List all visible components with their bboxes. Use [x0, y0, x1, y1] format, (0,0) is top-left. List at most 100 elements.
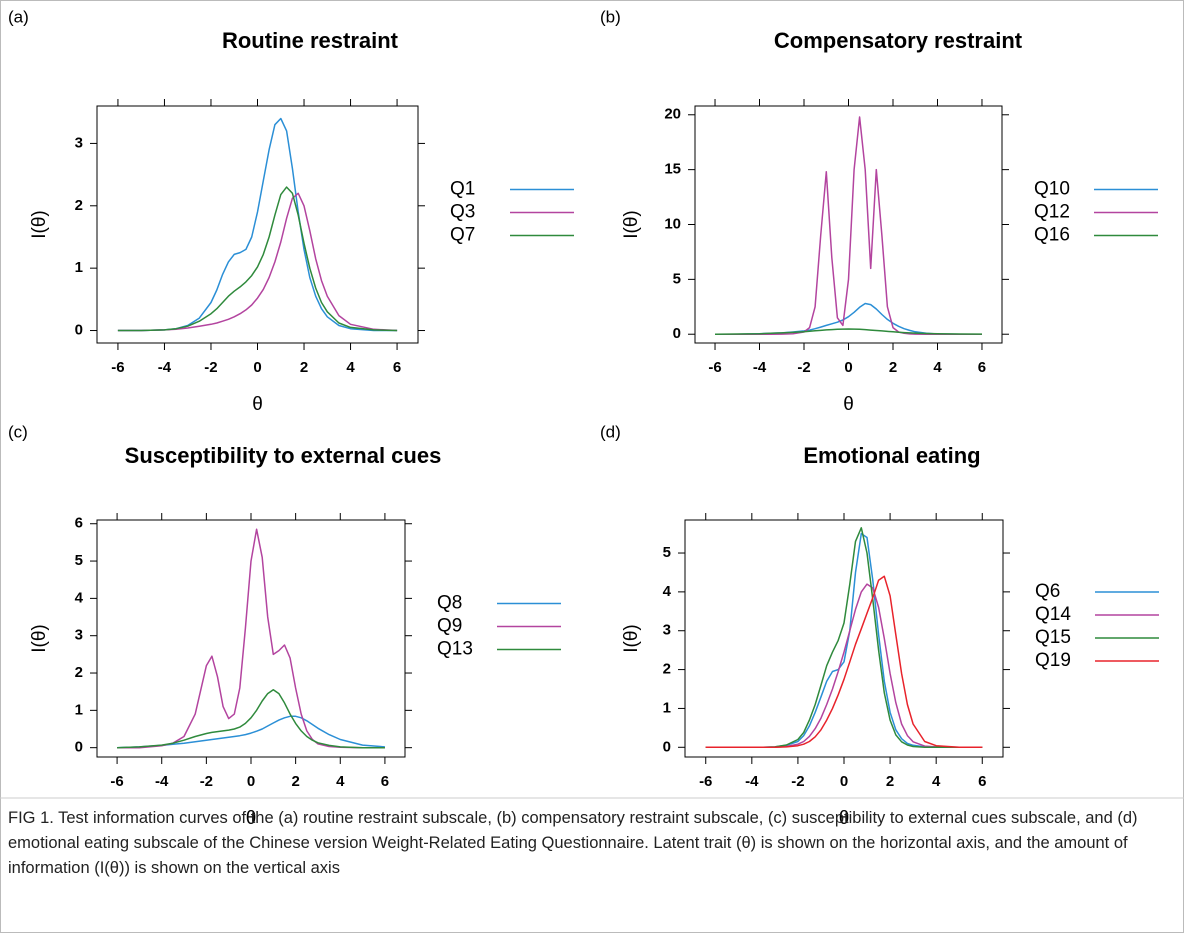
curve: [705, 532, 983, 749]
x-tick-label: 2: [886, 773, 894, 790]
plot-frame: [96, 519, 406, 758]
curve: [705, 583, 983, 749]
curve: [117, 715, 385, 749]
x-tick-label: -2: [204, 359, 217, 376]
y-axis-label: I(θ): [29, 210, 50, 239]
chart-title: Routine restraint: [222, 28, 399, 53]
legend-label: Q9: [437, 616, 462, 637]
caption: FIG 1. Test information curves of the (a…: [8, 809, 1138, 877]
chart-title: Susceptibility to external cues: [125, 443, 442, 468]
x-tick-label: -6: [699, 773, 712, 790]
y-tick-label: 10: [664, 215, 681, 232]
panel-label: (d): [600, 422, 621, 441]
x-tick-label: 2: [291, 773, 299, 790]
y-tick-label: 0: [75, 321, 83, 338]
curve: [715, 116, 982, 335]
y-tick-label: 6: [75, 515, 83, 532]
y-tick-label: 4: [663, 583, 672, 600]
legend-label: Q16: [1034, 225, 1070, 246]
panel-label: (c): [8, 422, 28, 441]
x-axis-label: θ: [839, 808, 850, 829]
curve: [705, 575, 983, 749]
y-tick-label: 1: [75, 701, 83, 718]
y-tick-label: 20: [664, 106, 681, 123]
x-tick-label: 6: [393, 359, 401, 376]
curve: [117, 689, 385, 749]
curve: [117, 528, 385, 749]
y-tick-label: 5: [673, 270, 681, 287]
y-tick-label: 1: [75, 259, 83, 276]
y-tick-label: 15: [664, 161, 681, 178]
x-tick-label: 6: [978, 773, 986, 790]
legend-label: Q12: [1034, 202, 1070, 223]
curve: [117, 117, 398, 332]
x-tick-label: 6: [381, 773, 389, 790]
x-tick-label: -4: [155, 773, 169, 790]
x-tick-label: 2: [889, 359, 897, 376]
chart-title: Compensatory restraint: [774, 28, 1023, 53]
panel-label: (b): [600, 7, 621, 26]
y-axis-label: I(θ): [621, 624, 642, 653]
curve: [705, 527, 983, 749]
x-axis-label: θ: [843, 394, 854, 415]
y-tick-label: 0: [663, 738, 671, 755]
y-tick-label: 2: [75, 197, 83, 214]
x-tick-label: -2: [200, 773, 213, 790]
x-tick-label: -2: [791, 773, 804, 790]
legend-label: Q7: [450, 225, 475, 246]
curve: [117, 186, 398, 332]
x-tick-label: -4: [753, 359, 767, 376]
legend-label: Q1: [450, 179, 475, 200]
x-tick-label: 0: [253, 359, 261, 376]
legend-label: Q13: [437, 639, 473, 660]
x-tick-label: 6: [978, 359, 986, 376]
x-tick-label: -6: [110, 773, 123, 790]
plot-frame: [96, 105, 419, 344]
y-tick-label: 5: [75, 552, 83, 569]
y-axis-label: I(θ): [29, 624, 50, 653]
y-tick-label: 3: [663, 622, 671, 639]
x-tick-label: 4: [346, 359, 355, 376]
panel-label: (a): [8, 7, 29, 26]
x-tick-label: 0: [247, 773, 255, 790]
panel: (a) Routine restraint -6 -4 -2 0 2 4 6 0 1 2 3 θ I(θ) Q…: [8, 7, 574, 415]
legend-label: Q19: [1035, 650, 1071, 671]
y-tick-label: 4: [75, 589, 84, 606]
legend-label: Q3: [450, 202, 475, 223]
x-tick-label: 2: [300, 359, 308, 376]
y-tick-label: 3: [75, 134, 83, 151]
x-tick-label: 0: [840, 773, 848, 790]
y-tick-label: 5: [663, 544, 671, 561]
panel: (b) Compensatory restraint -6 -4 -2 0 2 4 6 0 5 10 1…: [600, 7, 1158, 415]
plot-frame: [684, 519, 1004, 758]
x-tick-label: -4: [158, 359, 172, 376]
panel: (c) Susceptibility to external cues -6 -4 -2…: [8, 422, 561, 829]
legend-label: Q10: [1034, 179, 1070, 200]
x-tick-label: 4: [933, 359, 942, 376]
x-tick-label: -6: [708, 359, 721, 376]
x-tick-label: -4: [745, 773, 759, 790]
y-tick-label: 2: [663, 661, 671, 678]
legend-label: Q6: [1035, 581, 1060, 602]
y-axis-label: I(θ): [621, 210, 642, 239]
x-axis-label: θ: [252, 394, 263, 415]
x-axis-label: θ: [246, 808, 257, 829]
chart-title: Emotional eating: [803, 443, 980, 468]
x-tick-label: 4: [932, 773, 941, 790]
y-tick-label: 2: [75, 664, 83, 681]
x-tick-label: -2: [797, 359, 810, 376]
y-tick-label: 0: [75, 739, 83, 756]
y-tick-label: 1: [663, 699, 671, 716]
legend-label: Q8: [437, 593, 462, 614]
y-tick-label: 0: [673, 325, 681, 342]
y-tick-label: 3: [75, 627, 83, 644]
legend-label: Q14: [1035, 604, 1071, 625]
plot-frame: [694, 105, 1003, 344]
x-tick-label: -6: [111, 359, 124, 376]
legend-label: Q15: [1035, 627, 1071, 648]
x-tick-label: 0: [844, 359, 852, 376]
panel: (d) Emotional eating -6 -4 -2 0 2 4 6 0 1 2 3 4 5 θ I(θ)…: [600, 422, 1159, 829]
curve: [117, 192, 398, 332]
